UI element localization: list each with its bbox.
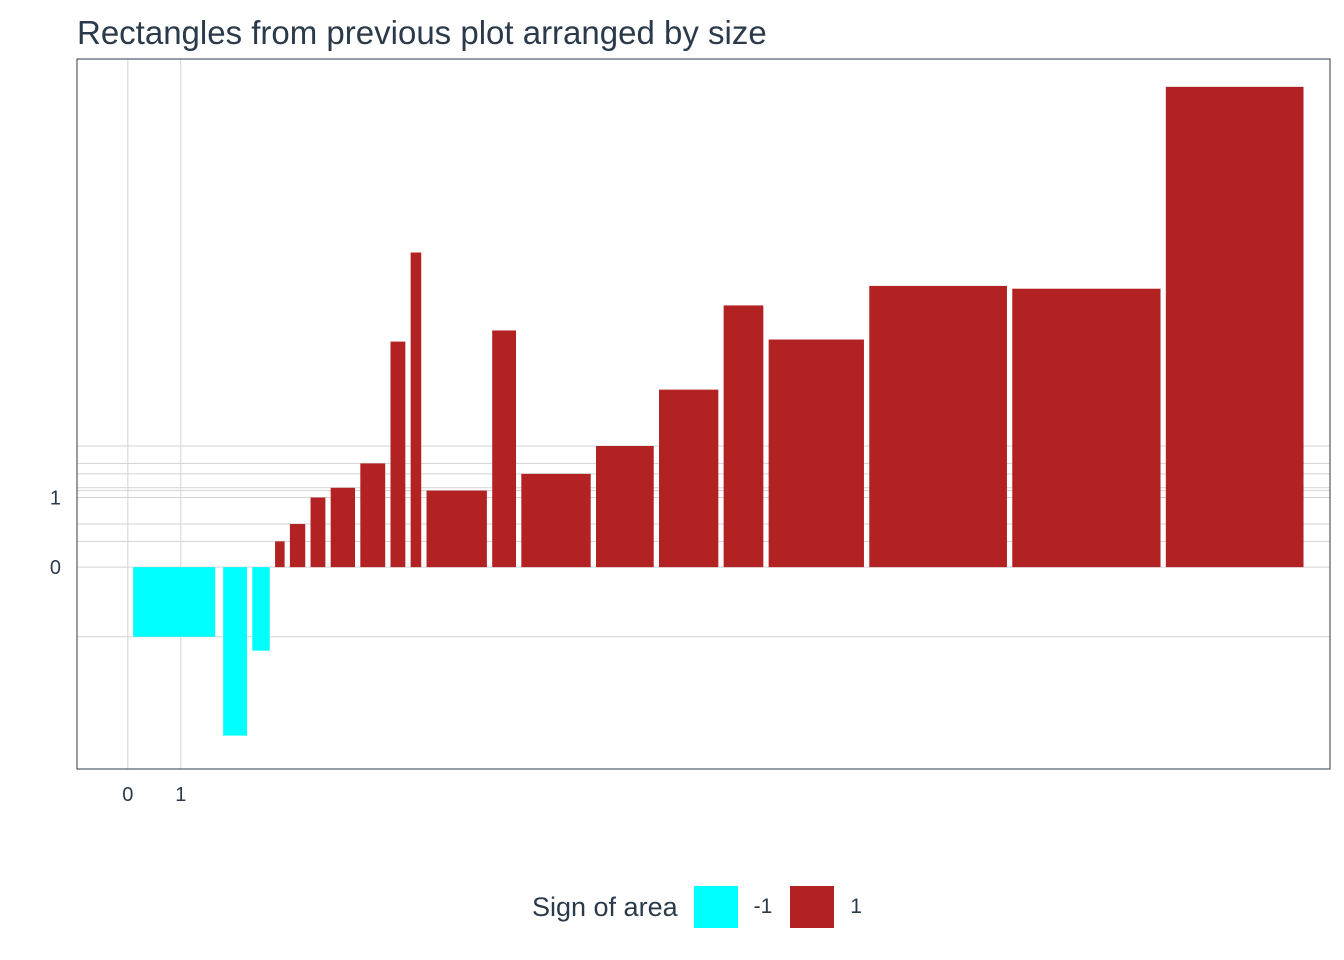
bar-17 bbox=[869, 285, 1007, 568]
bar-0 bbox=[133, 567, 216, 637]
bar-14 bbox=[659, 389, 719, 568]
y-tick-label: 0 bbox=[50, 557, 61, 579]
bar-9 bbox=[410, 252, 422, 568]
chart-title: Rectangles from previous plot arranged b… bbox=[77, 14, 767, 51]
legend-item-negative: -1 bbox=[693, 886, 791, 928]
bar-11 bbox=[492, 330, 517, 568]
bar-12 bbox=[521, 473, 591, 568]
x-tick-label: 1 bbox=[175, 784, 186, 806]
legend-swatch-positive bbox=[790, 886, 835, 928]
ticks-layer: 0 1 0 1 bbox=[50, 488, 186, 806]
bars-layer bbox=[133, 86, 1304, 736]
bar-4 bbox=[289, 523, 306, 568]
bar-7 bbox=[360, 463, 386, 568]
bar-1 bbox=[223, 567, 247, 736]
bar-8 bbox=[390, 341, 406, 568]
bar-15 bbox=[723, 305, 764, 568]
bar-19 bbox=[1165, 86, 1304, 568]
legend: Sign of area -1 1 bbox=[532, 886, 880, 928]
bar-16 bbox=[768, 339, 864, 568]
bar-18 bbox=[1012, 288, 1161, 568]
panel-border bbox=[76, 58, 1331, 770]
bar-10 bbox=[426, 490, 487, 568]
legend-title: Sign of area bbox=[532, 891, 678, 922]
legend-swatch-negative bbox=[693, 886, 738, 928]
bar-6 bbox=[330, 487, 356, 568]
legend-item-positive: 1 bbox=[790, 886, 880, 928]
legend-label-positive: 1 bbox=[850, 895, 862, 918]
bar-5 bbox=[310, 497, 326, 568]
legend-label-negative: -1 bbox=[753, 895, 773, 918]
x-tick-label: 0 bbox=[122, 784, 133, 806]
bar-13 bbox=[595, 446, 654, 568]
bar-3 bbox=[275, 541, 285, 568]
y-tick-label: 1 bbox=[50, 488, 61, 510]
bar-2 bbox=[252, 567, 270, 651]
